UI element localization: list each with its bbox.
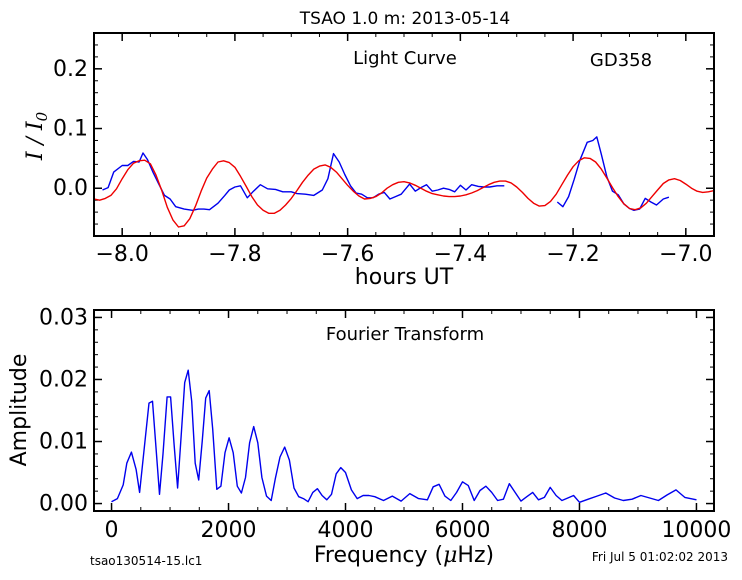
fourier-transform-y-tick-label: 0.01 <box>39 430 88 455</box>
footer-filename: tsao130514-15.lc1 <box>90 554 202 568</box>
light-curve-y-tick-label: 0.0 <box>53 176 88 201</box>
light-curve-y-tick-label: 0.1 <box>53 117 88 142</box>
fourier-transform-series-0-line <box>111 369 697 503</box>
fourier-transform-x-axis-label: Frequency (μHz) <box>314 543 494 568</box>
fourier-transform-y-axis-label: Amplitude <box>7 354 32 467</box>
fourier-transform-y-tick-label: 0.03 <box>39 305 88 330</box>
light-curve-x-tick-label: −7.4 <box>434 242 487 267</box>
light-curve-x-tick-label: −7.0 <box>659 242 712 267</box>
light-curve-x-tick-label: −7.6 <box>321 242 374 267</box>
light-curve-ticks: −8.0 −7.8 −7.6 −7.4 −7.2 −7.0 0.0 0.1 0.2 <box>53 32 715 267</box>
light-curve-x-axis-label: hours UT <box>355 265 454 290</box>
light-curve-y-axis-label-subscript: 0 <box>33 111 51 121</box>
fourier-transform-x-tick-label: 6000 <box>434 518 490 543</box>
light-curve-y-tick-label: 0.2 <box>53 57 88 82</box>
figure-title: TSAO 1.0 m: 2013-05-14 <box>299 9 511 29</box>
light-curve-series <box>95 136 713 228</box>
light-curve-x-tick-label: −7.8 <box>208 242 261 267</box>
fourier-transform-x-tick-label: 10000 <box>661 518 731 543</box>
svg-text:I / I0: I / I0 <box>23 111 51 161</box>
fourier-transform-ticks: 0 2000 4000 6000 8000 10000 0.00 0.01 0.02 0.03 <box>39 305 731 543</box>
light-curve-x-tick-label: −7.2 <box>546 242 599 267</box>
fourier-transform-y-tick-label: 0.02 <box>39 367 88 392</box>
footer-timestamp: Fri Jul 5 01:02:02 2013 <box>592 550 728 564</box>
fourier-transform-x-tick-label: 0 <box>105 518 119 543</box>
light-curve-x-tick-label: −8.0 <box>95 242 148 267</box>
fourier-x-label-head: Frequency ( <box>314 543 443 568</box>
fourier-x-label-mu: μ <box>443 543 457 568</box>
fourier-transform-panel: 0 2000 4000 6000 8000 10000 0.00 0.01 0.02 0.03 F… <box>7 305 731 568</box>
light-curve-series-0-line <box>102 136 670 211</box>
light-curve-y-axis-label-main: I / I <box>23 120 48 161</box>
star-name-annotation: GD358 <box>590 50 652 71</box>
fourier-transform-series <box>111 369 697 503</box>
light-curve-panel: −8.0 −7.8 −7.6 −7.4 −7.2 −7.0 0.0 0.1 0.2 Light … <box>23 32 715 290</box>
light-curve-annotation: Light Curve <box>353 48 457 69</box>
fourier-transform-y-tick-label: 0.00 <box>39 492 88 517</box>
fourier-transform-annotation: Fourier Transform <box>326 324 484 345</box>
fourier-transform-x-tick-label: 4000 <box>318 518 374 543</box>
fourier-transform-x-tick-label: 2000 <box>201 518 257 543</box>
fourier-x-label-tail: Hz) <box>457 543 494 568</box>
fourier-transform-x-tick-label: 8000 <box>551 518 607 543</box>
light-curve-series-1-line <box>95 157 713 228</box>
light-curve-y-axis-label: I / I0 <box>23 111 51 161</box>
